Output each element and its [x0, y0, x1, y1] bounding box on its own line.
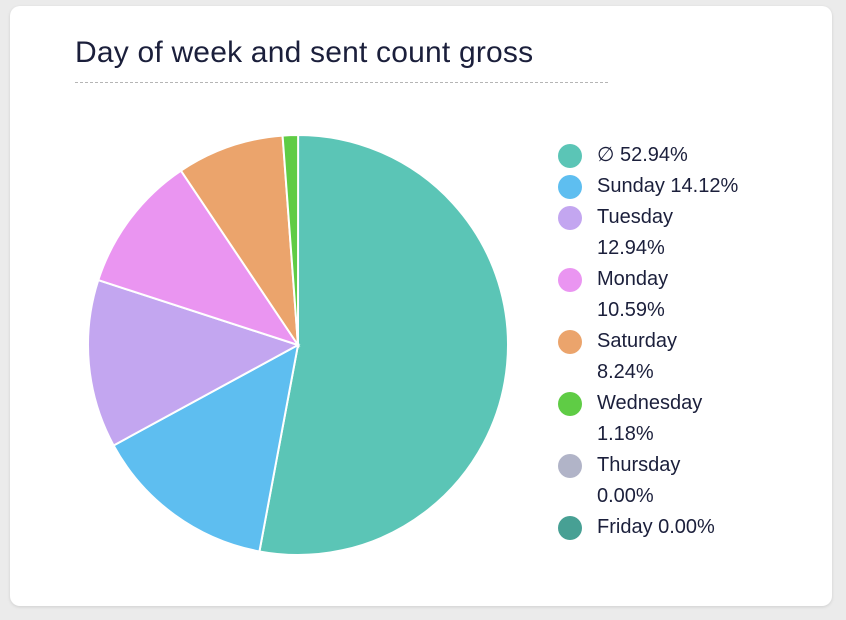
legend-label: Friday — [597, 516, 659, 538]
legend-percent: 8.24% — [597, 361, 654, 383]
legend-percent: 0.00% — [597, 485, 654, 507]
legend: ∅ 52.94% Sunday 14.12% Tuesday 12.94% Monda… — [558, 140, 758, 543]
legend-text: Sunday 14.12% — [597, 171, 757, 202]
legend-swatch-icon — [558, 516, 582, 540]
legend-text: ∅ 52.94% — [597, 140, 757, 171]
legend-label: Tuesday — [597, 206, 673, 228]
legend-percent: 52.94% — [619, 144, 688, 166]
legend-label: Sunday — [597, 175, 671, 197]
legend-label: ∅ — [597, 144, 620, 166]
legend-swatch-icon — [558, 330, 582, 354]
legend-item[interactable]: Tuesday 12.94% — [558, 202, 758, 264]
legend-swatch-icon — [558, 268, 582, 292]
legend-item[interactable]: Sunday 14.12% — [558, 171, 758, 202]
legend-swatch-icon — [558, 144, 582, 168]
legend-item[interactable]: Monday 10.59% — [558, 264, 758, 326]
legend-swatch-icon — [558, 206, 582, 230]
legend-item[interactable]: Saturday 8.24% — [558, 326, 758, 388]
legend-text: Thursday 0.00% — [597, 450, 757, 512]
legend-text: Saturday 8.24% — [597, 326, 757, 388]
legend-percent: 10.59% — [597, 299, 665, 321]
chart-title: Day of week and sent count gross — [75, 36, 608, 83]
legend-label: Saturday — [597, 330, 678, 352]
legend-text: Monday 10.59% — [597, 264, 757, 326]
pie-slice-none[interactable] — [258, 133, 509, 556]
legend-text: Tuesday 12.94% — [597, 202, 757, 264]
legend-percent: 12.94% — [597, 237, 665, 259]
legend-item[interactable]: Thursday 0.00% — [558, 450, 758, 512]
legend-label: Thursday — [597, 454, 681, 476]
pie-slice-tuesday[interactable] — [87, 278, 301, 447]
legend-percent: 1.18% — [597, 423, 654, 445]
pie-slice-sunday[interactable] — [112, 343, 300, 553]
legend-swatch-icon — [558, 392, 582, 416]
legend-label: Wednesday — [597, 392, 703, 414]
legend-percent: 14.12% — [670, 175, 739, 197]
pie-slice-wednesday[interactable] — [281, 133, 300, 346]
pie-slice-saturday[interactable] — [179, 134, 300, 349]
pie-slice-monday[interactable] — [97, 169, 301, 347]
legend-percent: 0.00% — [658, 516, 715, 538]
legend-item[interactable]: ∅ 52.94% — [558, 140, 758, 171]
legend-text: Friday 0.00% — [597, 512, 757, 543]
legend-item[interactable]: Friday 0.00% — [558, 512, 758, 543]
legend-label: Monday — [597, 268, 669, 290]
legend-swatch-icon — [558, 454, 582, 478]
legend-text: Wednesday 1.18% — [597, 388, 757, 450]
legend-swatch-icon — [558, 175, 582, 199]
legend-item[interactable]: Wednesday 1.18% — [558, 388, 758, 450]
